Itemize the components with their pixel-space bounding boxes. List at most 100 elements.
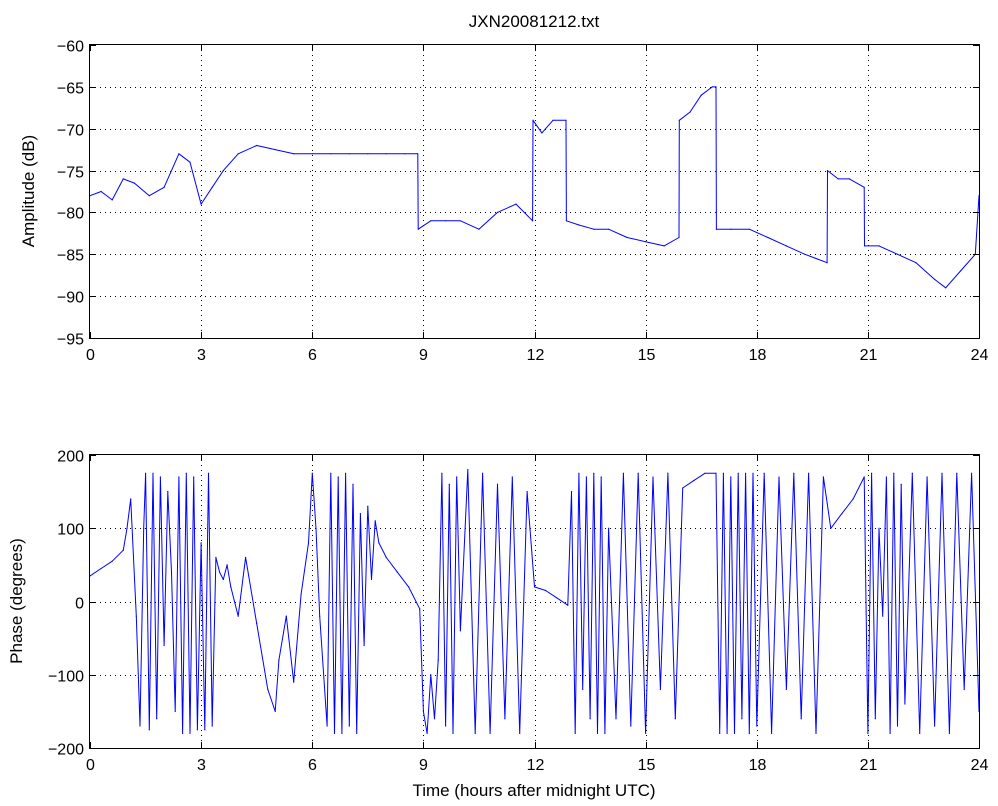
phase-data-point — [178, 476, 180, 478]
amplitude-x-tick-label: 24 — [971, 347, 989, 364]
phase-data-point — [596, 732, 599, 735]
amplitude-data-point — [826, 170, 829, 172]
amplitude-data-point — [837, 178, 839, 180]
phase-data-point — [396, 571, 398, 573]
amplitude-data-point — [715, 228, 718, 230]
amplitude-data-point — [815, 257, 817, 260]
phase-data-point — [963, 688, 965, 691]
phase-x-ticks: 0 3 6 9 12 15 18 21 24 — [86, 455, 989, 774]
amplitude-data-point — [532, 119, 534, 121]
amplitude-data-point — [274, 149, 276, 151]
phase-data-point — [919, 732, 921, 735]
phase-data-point — [293, 681, 295, 683]
phase-data-point — [367, 505, 369, 507]
phase-data-point — [233, 600, 236, 603]
phase-data-point — [815, 732, 817, 735]
phase-data-point — [733, 732, 736, 735]
phase-data-point — [730, 476, 732, 478]
amplitude-data-point — [222, 170, 224, 172]
phase-data-point — [900, 483, 902, 485]
amplitude-data-point — [111, 199, 113, 201]
amplitude-y-tick-label: −75 — [57, 165, 84, 182]
amplitude-data-point — [915, 262, 917, 264]
amplitude-data-point — [237, 153, 239, 155]
amplitude-data-point — [515, 203, 517, 205]
phase-data-point — [135, 615, 137, 617]
amplitude-x-tick-label: 21 — [860, 347, 878, 364]
phase-data-point — [196, 729, 198, 731]
phase-data-point — [122, 549, 124, 551]
phase-data-point — [589, 718, 591, 720]
phase-data-point — [882, 615, 884, 617]
amplitude-x-tick-label: 15 — [638, 347, 656, 364]
phase-data-point — [378, 542, 380, 544]
amplitude-data-point — [748, 228, 750, 230]
phase-series-group — [89, 469, 980, 735]
phase-data-point — [482, 472, 484, 474]
amplitude-data-point — [348, 153, 350, 155]
phase-data-point — [504, 718, 506, 720]
amplitude-axes-frame — [89, 44, 980, 339]
phase-data-point — [715, 472, 717, 474]
phase-data-point — [307, 542, 310, 544]
amplitude-data-point — [541, 132, 543, 134]
phase-data-point — [867, 732, 869, 735]
phase-data-point — [111, 560, 113, 562]
phase-data-point — [448, 483, 450, 485]
phase-data-point — [422, 710, 424, 713]
phase-data-point — [793, 472, 795, 474]
phase-data-point — [785, 688, 788, 691]
phase-data-point — [911, 472, 913, 474]
phase-data-point — [608, 527, 610, 529]
phase-data-point — [585, 476, 588, 478]
amplitude-data-point — [878, 245, 880, 247]
phase-data-point — [374, 520, 376, 522]
phase-data-point — [245, 556, 247, 559]
amplitude-data-point — [330, 153, 332, 155]
phase-data-point — [467, 469, 469, 471]
phase-data-point — [741, 718, 743, 720]
amplitude-data-point — [565, 220, 568, 222]
phase-data-point — [822, 476, 825, 478]
phase-data-point — [693, 480, 695, 482]
amplitude-data-point — [552, 119, 554, 121]
phase-data-point — [408, 586, 410, 588]
phase-data-point — [348, 725, 350, 727]
phase-data-point — [341, 732, 343, 735]
amplitude-data-point — [367, 153, 369, 155]
phase-data-point — [215, 556, 217, 559]
phase-data-point — [230, 586, 232, 588]
phase-data-point — [567, 604, 569, 606]
phase-data-point — [763, 472, 765, 474]
phase-data-point — [315, 527, 317, 529]
phase-data-point — [256, 622, 258, 625]
phase-data-point — [934, 725, 936, 727]
phase-data-point — [426, 732, 428, 735]
amplitude-data-point — [896, 253, 899, 255]
amplitude-y-tick-label: −80 — [57, 206, 84, 223]
phase-data-point — [615, 718, 617, 720]
phase-data-point — [278, 659, 280, 661]
phase-data-point — [926, 476, 928, 478]
phase-data-point — [745, 472, 747, 474]
phase-x-tick-label: 24 — [971, 757, 989, 774]
phase-data-point — [148, 729, 150, 731]
phase-data-point — [771, 732, 773, 735]
phase-data-point — [748, 732, 750, 735]
phase-data-point — [674, 718, 676, 720]
amplitude-data-point — [848, 178, 851, 180]
phase-y-ticks: −200 −100 0 100 200 — [48, 449, 979, 759]
phase-y-tick-label: −200 — [48, 742, 84, 759]
phase-data-point — [704, 472, 706, 474]
phase-x-tick-label: 15 — [638, 757, 656, 774]
phase-data-point — [363, 644, 365, 647]
amplitude-x-ticks: 0 3 6 9 12 15 18 21 24 — [86, 45, 989, 364]
amplitude-panel: JXN20081212.txt 0 3 6 9 12 15 18 21 24 −95 −90 −85… — [19, 12, 989, 364]
phase-data-point — [459, 630, 461, 632]
phase-data-point — [896, 725, 899, 727]
phase-data-point — [852, 498, 854, 500]
amplitude-data-point — [663, 245, 665, 247]
phase-data-point — [222, 578, 224, 581]
phase-data-point — [570, 491, 573, 493]
